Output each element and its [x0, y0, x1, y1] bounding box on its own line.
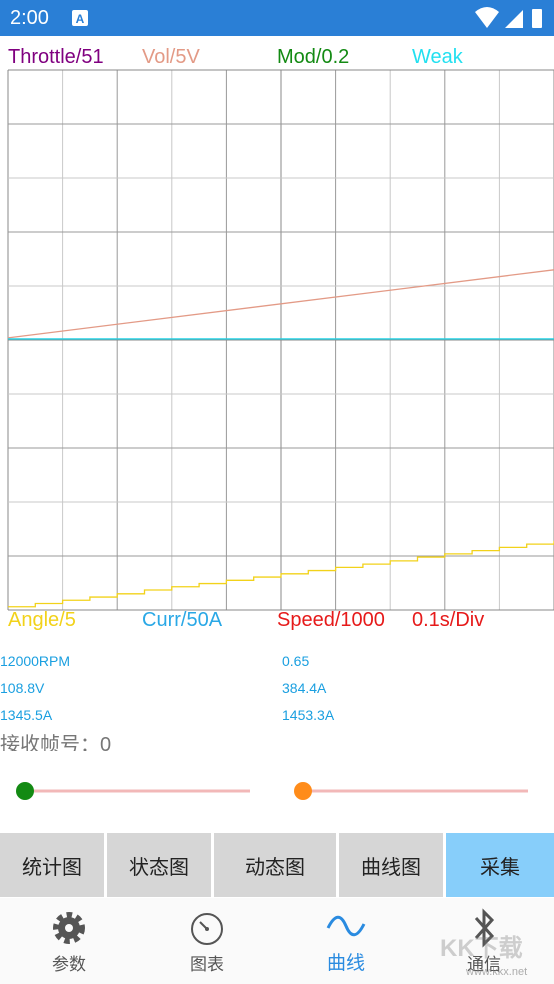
stat-value: 0.65 [282, 653, 310, 669]
trace [8, 540, 554, 608]
dial-icon[interactable] [190, 912, 224, 946]
trace-label: Speed/1000 [277, 609, 385, 631]
button[interactable]: 曲线图 [339, 833, 443, 897]
nav-label[interactable]: 图表 [190, 955, 224, 974]
stat-value: 12000RPM [0, 653, 71, 669]
watermark: KK下载 [440, 935, 523, 962]
sliders [16, 782, 528, 800]
trace-label: Curr/50A [142, 609, 223, 631]
gear-icon[interactable] [51, 910, 87, 946]
stat-value: 1345.5A [0, 707, 53, 723]
bluetooth-icon[interactable] [472, 908, 496, 948]
nav-label[interactable]: 参数 [52, 955, 86, 974]
trace-label: Vol/5V [142, 46, 200, 68]
trace-label: Angle/5 [8, 609, 76, 631]
trace-label: 0.1s/Div [412, 609, 485, 631]
status-bar: 2:00 A [0, 0, 554, 36]
wave-icon[interactable] [326, 914, 366, 938]
trace-label: Throttle/51 [8, 46, 104, 68]
nav-label[interactable]: 曲线 [326, 953, 365, 974]
svg-text:A: A [76, 12, 85, 26]
notification-icon: A [72, 10, 88, 26]
nav-label[interactable]: 通信 [467, 955, 501, 974]
slider-thumb[interactable] [294, 782, 312, 800]
frame-label: 接收帧号：0 [0, 734, 112, 751]
status-icons [475, 7, 542, 28]
frame-label-clip: 接收帧号：0 [0, 733, 554, 751]
stat-value: 384.4A [282, 680, 327, 696]
button[interactable]: 统计图 [0, 833, 104, 897]
stat-value: 1453.3A [282, 707, 335, 723]
watermark-url: www.kkx.net [466, 966, 528, 978]
clock: 2:00 [10, 7, 49, 29]
trace-label: Mod/0.2 [277, 46, 350, 68]
scope-chart [7, 69, 554, 611]
button[interactable]: 采集 [446, 833, 554, 897]
stat-value: 108.8V [0, 680, 45, 696]
bottom-nav: 参数 图表 曲线 通信 KK下载 www.kkx.net [0, 898, 554, 984]
slider-thumb[interactable] [16, 782, 34, 800]
button[interactable]: 状态图 [107, 833, 211, 897]
trace [7, 269, 554, 339]
button[interactable]: 动态图 [214, 833, 336, 897]
trace-label: Weak [412, 46, 463, 68]
